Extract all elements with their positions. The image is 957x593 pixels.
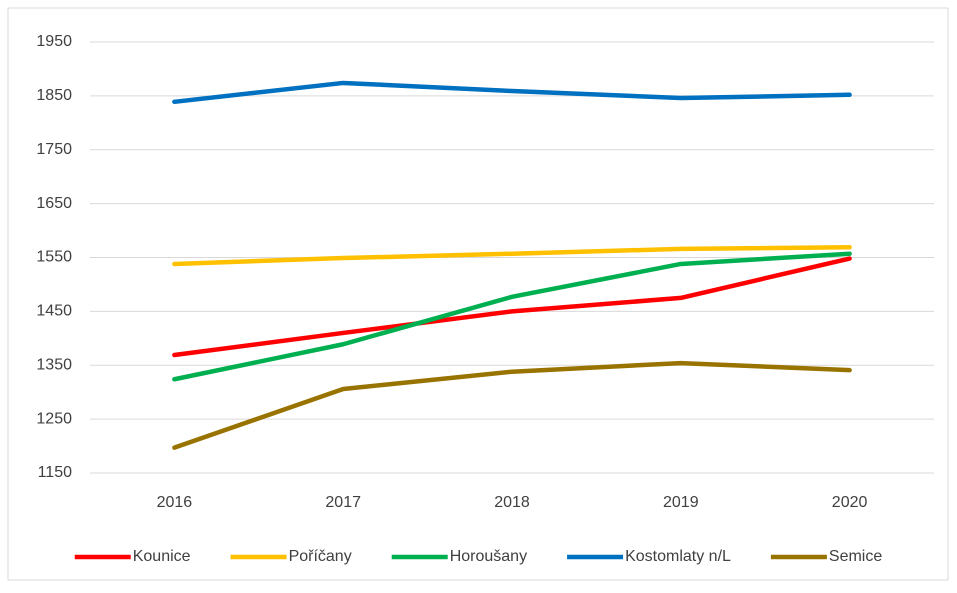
y-tick-label: 1550: [36, 249, 72, 266]
legend-label: Kostomlaty n/L: [625, 548, 731, 565]
y-tick-label: 1650: [36, 195, 72, 212]
x-tick-label: 2017: [325, 494, 361, 511]
y-tick-label: 1250: [36, 410, 72, 427]
legend-label: Horoušany: [450, 548, 527, 565]
y-tick-label: 1750: [36, 141, 72, 158]
x-tick-label: 2019: [663, 494, 699, 511]
series-line: [172, 360, 852, 450]
series-line: [172, 80, 852, 105]
x-tick-label: 2020: [832, 494, 868, 511]
series-line: [172, 245, 852, 267]
y-tick-label: 1350: [36, 356, 72, 373]
legend-label: Poříčany: [289, 548, 352, 565]
legend-label: Semice: [829, 548, 882, 565]
y-tick-label: 1450: [36, 303, 72, 320]
y-tick-label: 1850: [36, 87, 72, 104]
y-tick-label: 1150: [38, 464, 73, 481]
x-tick-label: 2016: [157, 494, 193, 511]
series-line: [172, 251, 852, 382]
x-tick-label: 2018: [494, 494, 530, 511]
y-tick-label: 1950: [36, 33, 72, 50]
series-line: [172, 256, 852, 358]
chart-border: [7, 7, 949, 581]
legend-label: Kounice: [133, 548, 191, 565]
